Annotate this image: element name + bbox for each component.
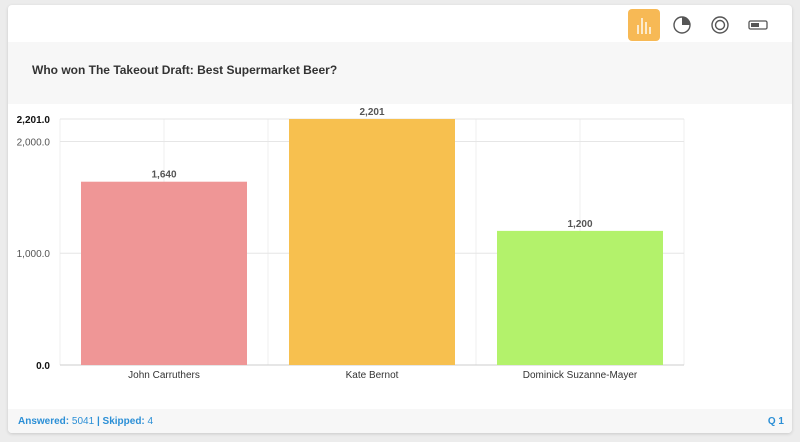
survey-result-card: Who won The Takeout Draft: Best Supermar…	[8, 5, 792, 433]
bar-chart-button[interactable]	[628, 9, 660, 41]
bar-dominick-suzanne-mayer[interactable]	[497, 230, 663, 365]
bar-value-label: 2,201	[359, 107, 384, 118]
bar-john-carruthers[interactable]	[81, 181, 247, 365]
chart-type-toolbar	[628, 8, 774, 42]
bar-chart-icon	[637, 18, 651, 34]
question-title: Who won The Takeout Draft: Best Supermar…	[32, 63, 338, 77]
x-tick-label: Dominick Suzanne-Mayer	[523, 370, 638, 381]
x-tick-label: John Carruthers	[128, 370, 200, 381]
bar-value-label: 1,640	[151, 170, 176, 181]
toggle-button[interactable]	[742, 9, 774, 41]
skipped-label: Skipped:	[102, 416, 145, 427]
y-tick-label: 2,000.0	[17, 137, 51, 148]
footer-bar	[8, 409, 792, 433]
y-tick-label: 1,000.0	[17, 249, 51, 260]
donut-chart-icon	[711, 16, 729, 34]
question-number: Q 1	[767, 416, 784, 427]
donut-chart-button[interactable]	[704, 9, 736, 41]
answered-label: Answered:	[18, 416, 70, 427]
y-tick-label: 2,201.0	[17, 115, 51, 126]
x-tick-label: Kate Bernot	[346, 370, 399, 381]
bar-chart: 0.0 1,000.0 2,000.0 2,201.0 1,640 John Carrut…	[17, 107, 685, 381]
bar-value-label: 1,200	[567, 219, 592, 230]
pie-chart-icon	[673, 16, 691, 34]
question-header	[8, 42, 792, 104]
y-tick-label: 0.0	[36, 361, 50, 372]
answered-count: 5041	[71, 416, 95, 427]
stats-separator: |	[96, 416, 100, 427]
bar-kate-bernot[interactable]	[289, 119, 455, 365]
pie-chart-button[interactable]	[666, 9, 698, 41]
response-stats: Answered: 5041 | Skipped: 4	[18, 416, 153, 427]
toggle-icon	[748, 20, 768, 30]
skipped-count: 4	[147, 416, 154, 427]
